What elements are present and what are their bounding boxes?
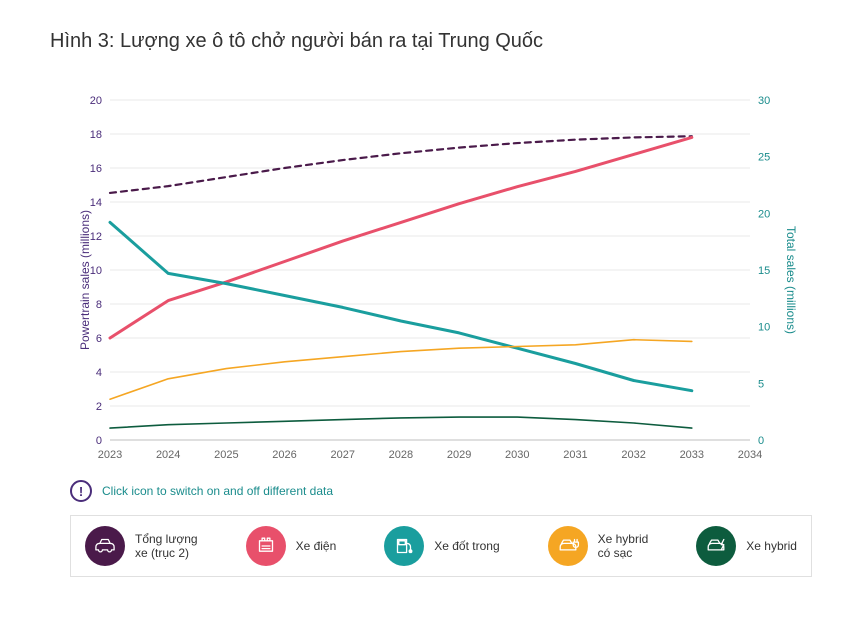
y-left-axis-label: Powertrain sales (millions): [78, 210, 92, 350]
svg-text:2026: 2026: [272, 449, 296, 461]
svg-text:2: 2: [96, 401, 102, 413]
ice-icon: [384, 526, 424, 566]
legend-item-phev[interactable]: Xe hybridcó sạc: [548, 526, 649, 566]
chart-area: Powertrain sales (millions) Total sales …: [60, 90, 800, 470]
chart-title: Hình 3: Lượng xe ô tô chở người bán ra t…: [50, 30, 543, 53]
legend-label: Tổng lượngxe (trục 2): [135, 532, 198, 561]
line-chart: 0246810121416182005101520253020232024202…: [60, 90, 800, 470]
total-icon: [85, 526, 125, 566]
svg-text:2025: 2025: [214, 449, 238, 461]
info-icon: !: [70, 480, 92, 502]
series-ice: [110, 222, 692, 390]
legend-label: Xe hybridcó sạc: [598, 532, 649, 561]
svg-text:2033: 2033: [680, 449, 704, 461]
svg-text:20: 20: [90, 95, 102, 107]
legend-label: Xe hybrid: [746, 539, 797, 553]
svg-text:2027: 2027: [330, 449, 354, 461]
series-hybrid: [110, 417, 692, 428]
legend-item-total[interactable]: Tổng lượngxe (trục 2): [85, 526, 198, 566]
svg-text:5: 5: [758, 378, 764, 390]
series-phev: [110, 340, 692, 400]
ev-icon: [246, 526, 286, 566]
y-right-axis-label: Total sales (millions): [784, 226, 798, 334]
svg-text:2034: 2034: [738, 449, 762, 461]
legend-item-ice[interactable]: Xe đốt trong: [384, 526, 499, 566]
svg-text:14: 14: [90, 197, 102, 209]
legend: Tổng lượngxe (trục 2) Xe điện Xe đốt trong…: [70, 515, 812, 577]
svg-text:4: 4: [96, 367, 102, 379]
svg-text:2030: 2030: [505, 449, 529, 461]
series-total: [110, 136, 692, 193]
hint-row: ! Click icon to switch on and off differ…: [70, 480, 333, 502]
svg-text:18: 18: [90, 129, 102, 141]
svg-text:2032: 2032: [621, 449, 645, 461]
svg-text:25: 25: [758, 152, 770, 164]
svg-text:10: 10: [758, 322, 770, 334]
legend-item-hybrid[interactable]: Xe hybrid: [696, 526, 797, 566]
series-ev: [110, 137, 692, 338]
legend-label: Xe đốt trong: [434, 539, 499, 553]
legend-item-ev[interactable]: Xe điện: [246, 526, 337, 566]
legend-label: Xe điện: [296, 539, 337, 553]
svg-text:6: 6: [96, 333, 102, 345]
svg-text:8: 8: [96, 299, 102, 311]
phev-icon: [548, 526, 588, 566]
svg-text:15: 15: [758, 265, 770, 277]
svg-text:2029: 2029: [447, 449, 471, 461]
svg-text:2028: 2028: [389, 449, 413, 461]
svg-text:2031: 2031: [563, 449, 587, 461]
svg-text:2023: 2023: [98, 449, 122, 461]
svg-text:2024: 2024: [156, 449, 180, 461]
svg-text:16: 16: [90, 163, 102, 175]
svg-text:0: 0: [96, 435, 102, 447]
svg-text:20: 20: [758, 208, 770, 220]
hybrid-icon: [696, 526, 736, 566]
svg-text:0: 0: [758, 435, 764, 447]
svg-text:30: 30: [758, 95, 770, 107]
hint-text: Click icon to switch on and off differen…: [102, 484, 333, 498]
